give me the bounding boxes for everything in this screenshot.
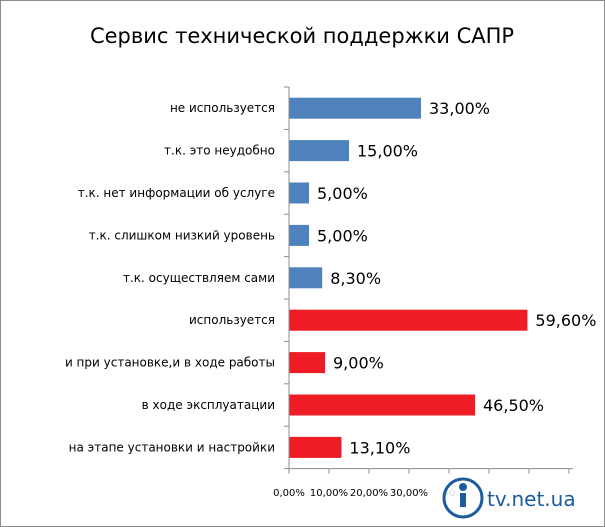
bar: [289, 140, 349, 162]
person-info-icon: [459, 483, 467, 491]
bar: [289, 309, 528, 331]
data-label: 5,00%: [317, 226, 368, 245]
data-label: 5,00%: [317, 184, 368, 203]
chart-title: Сервис технической поддержки САПР: [90, 24, 514, 48]
category-label: в ходе эксплуатации: [142, 398, 275, 412]
x-tick-label: 30,00%: [390, 488, 428, 499]
bars: [289, 97, 528, 458]
category-label: и при установке,и в ходе работы: [65, 356, 275, 370]
category-label: т.к. это неудобно: [164, 144, 275, 158]
bar: [289, 267, 323, 289]
category-label: т.к. слишком низкий уровень: [89, 228, 275, 242]
category-label: не используется: [170, 101, 275, 115]
bar: [289, 394, 475, 416]
watermark: tv.net.ua: [442, 477, 576, 519]
category-labels: не используется т.к. это неудобно т.к. нет…: [65, 101, 275, 454]
data-label: 59,60%: [535, 311, 596, 330]
data-label: 15,00%: [357, 142, 418, 161]
data-label: 13,10%: [349, 438, 410, 457]
category-label: т.к. осуществляем сами: [123, 271, 275, 285]
category-label: используется: [189, 313, 275, 327]
bar: [289, 224, 309, 246]
category-label: т.к. нет информации об услуге: [78, 186, 275, 200]
x-tick-label: 20,00%: [350, 488, 388, 499]
x-tick-label: 0,00%: [273, 488, 305, 499]
bar: [289, 182, 309, 204]
x-tick-label: 10,00%: [310, 488, 348, 499]
bar: [289, 97, 421, 119]
data-label: 8,30%: [330, 269, 381, 288]
data-label: 46,50%: [483, 396, 544, 415]
value-labels: 33,00% 15,00% 5,00% 5,00% 8,30% 59,60% 9,00% 46…: [317, 99, 596, 457]
bar: [289, 436, 342, 458]
data-label: 33,00%: [429, 99, 490, 118]
bar: [289, 352, 325, 374]
person-info-icon-body: [460, 493, 466, 507]
watermark-text: tv.net.ua: [487, 487, 576, 511]
category-label: на этапе установки и настройки: [69, 440, 275, 454]
data-label: 9,00%: [333, 354, 384, 373]
